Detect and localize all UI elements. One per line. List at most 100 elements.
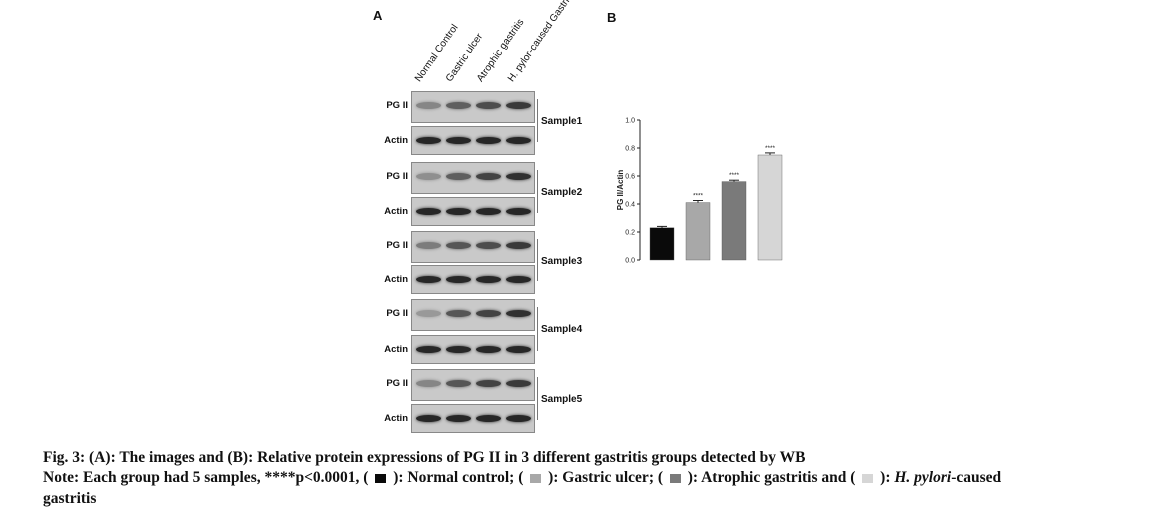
legend-swatch-atrophic	[669, 474, 681, 483]
panel-a-letter: A	[373, 8, 383, 23]
actin-band-s1-lane1	[416, 137, 441, 144]
pg-band-s1-lane1	[416, 102, 441, 109]
pg-row-label-4: PG II	[386, 308, 408, 319]
figure-caption-note: Note: Each group had 5 samples, ****p<0.…	[43, 469, 1001, 487]
significance-label-1: ****	[693, 193, 704, 200]
significance-label-3: ****	[765, 145, 776, 152]
figure-caption-note-cont: gastritis	[43, 490, 97, 507]
pg-band-s2-lane1	[416, 173, 441, 180]
y-tick-label-2: 0.4	[625, 202, 635, 209]
actin-blot-sample-5	[411, 404, 535, 433]
pg-band-s4-lane2	[446, 310, 471, 317]
pg-band-s3-lane1	[416, 242, 441, 249]
y-tick-label-1: 0.2	[625, 230, 635, 237]
sample-bracket-2	[537, 170, 538, 213]
sample-label-5: Sample5	[541, 394, 583, 405]
actin-band-s4-lane4	[506, 346, 531, 353]
bar-3	[757, 154, 783, 261]
bar-chart: 0.0 0.2 0.4 0.6 0.8 1.0 PG II/Actin **** **** ***…	[616, 118, 783, 265]
pg-blot-sample-3	[411, 231, 535, 263]
pg-band-s3-lane3	[476, 242, 501, 249]
actin-blot-sample-4	[411, 335, 535, 364]
sample-label-2: Sample2	[541, 187, 583, 198]
pg-band-s1-lane3	[476, 102, 501, 109]
actin-band-s4-lane2	[446, 346, 471, 353]
actin-blot-sample-3	[411, 265, 535, 294]
legend-swatch-hpylori	[862, 474, 874, 483]
pg-band-s2-lane2	[446, 173, 471, 180]
actin-band-s3-lane3	[476, 276, 501, 283]
actin-band-s3-lane4	[506, 276, 531, 283]
actin-band-s1-lane2	[446, 137, 471, 144]
pg-band-s1-lane2	[446, 102, 471, 109]
legend-swatch-normal	[375, 474, 387, 483]
sample-bracket-5	[537, 377, 538, 420]
lane-label-h-pylori-gastritis: H. pylor-caused Gastritis	[505, 0, 578, 84]
sample-label-3: Sample3	[541, 256, 583, 267]
pg-band-s1-lane4	[506, 102, 531, 109]
bar-0	[649, 227, 675, 261]
legend-hpylori-italic: H. pylori	[894, 469, 952, 486]
sample-bracket-3	[537, 239, 538, 281]
actin-band-s4-lane1	[416, 346, 441, 353]
pg-band-s4-lane1	[416, 310, 441, 317]
actin-row-label-2: Actin	[384, 206, 408, 217]
pg-band-s5-lane3	[476, 380, 501, 387]
actin-band-s1-lane3	[476, 137, 501, 144]
panel-a-western-blot: A Normal Control Gastric ulcer Atrophic …	[0, 0, 600, 440]
actin-band-s1-lane4	[506, 137, 531, 144]
pg-band-s2-lane3	[476, 173, 501, 180]
pg-blot-sample-2	[411, 162, 535, 194]
bar-2	[721, 181, 747, 261]
legend-atrophic-label: ): Atrophic gastritis and (	[687, 469, 856, 486]
legend-hpylori-rest: -caused	[951, 469, 1002, 486]
y-axis-label: PG II/Actin	[616, 170, 625, 211]
pg-band-s5-lane2	[446, 380, 471, 387]
pg-band-s3-lane4	[506, 242, 531, 249]
pg-band-s2-lane4	[506, 173, 531, 180]
actin-band-s2-lane3	[476, 208, 501, 215]
bar-1	[685, 202, 711, 261]
pg-band-s4-lane3	[476, 310, 501, 317]
pg-row-label-3: PG II	[386, 240, 408, 251]
actin-band-s3-lane2	[446, 276, 471, 283]
actin-band-s2-lane2	[446, 208, 471, 215]
actin-blot-sample-1	[411, 126, 535, 155]
actin-band-s5-lane4	[506, 415, 531, 422]
pg-band-s4-lane4	[506, 310, 531, 317]
pg-band-s3-lane2	[446, 242, 471, 249]
actin-row-label-3: Actin	[384, 274, 408, 285]
pg-row-label-1: PG II	[386, 100, 408, 111]
pg-blot-sample-4	[411, 299, 535, 331]
pg-band-s5-lane4	[506, 380, 531, 387]
panel-b-letter: B	[607, 10, 617, 25]
significance-label-2: ****	[729, 172, 740, 179]
figure-caption-title: Fig. 3: (A): The images and (B): Relativ…	[43, 449, 806, 466]
pg-row-label-2: PG II	[386, 171, 408, 182]
actin-band-s3-lane1	[416, 276, 441, 283]
sample-label-4: Sample4	[541, 324, 583, 335]
actin-band-s5-lane2	[446, 415, 471, 422]
actin-band-s5-lane3	[476, 415, 501, 422]
y-tick-label-5: 1.0	[625, 118, 635, 125]
y-tick-label-0: 0.0	[625, 258, 635, 265]
actin-row-label-4: Actin	[384, 344, 408, 355]
pg-blot-sample-5	[411, 369, 535, 401]
legend-swatch-ulcer	[530, 474, 542, 483]
pg-band-s5-lane1	[416, 380, 441, 387]
note-prefix: Note: Each group had 5 samples, ****p<0.…	[43, 469, 369, 486]
y-tick-label-3: 0.6	[625, 174, 635, 181]
actin-band-s5-lane1	[416, 415, 441, 422]
actin-blot-sample-2	[411, 197, 535, 226]
pg-blot-sample-1	[411, 91, 535, 123]
sample-bracket-4	[537, 307, 538, 351]
legend-normal-label: ): Normal control; (	[393, 469, 524, 486]
sample-label-1: Sample1	[541, 116, 583, 127]
sample-bracket-1	[537, 99, 538, 142]
actin-band-s2-lane1	[416, 208, 441, 215]
actin-band-s2-lane4	[506, 208, 531, 215]
actin-row-label-1: Actin	[384, 135, 408, 146]
legend-hp-close: ):	[880, 469, 891, 486]
legend-ulcer-label: ): Gastric ulcer; (	[548, 469, 664, 486]
y-tick-label-4: 0.8	[625, 146, 635, 153]
